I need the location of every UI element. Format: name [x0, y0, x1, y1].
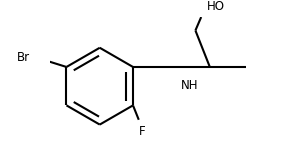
Text: Br: Br [17, 51, 30, 64]
Text: HO: HO [207, 0, 225, 13]
Text: NH: NH [181, 79, 198, 93]
Text: F: F [139, 125, 146, 138]
